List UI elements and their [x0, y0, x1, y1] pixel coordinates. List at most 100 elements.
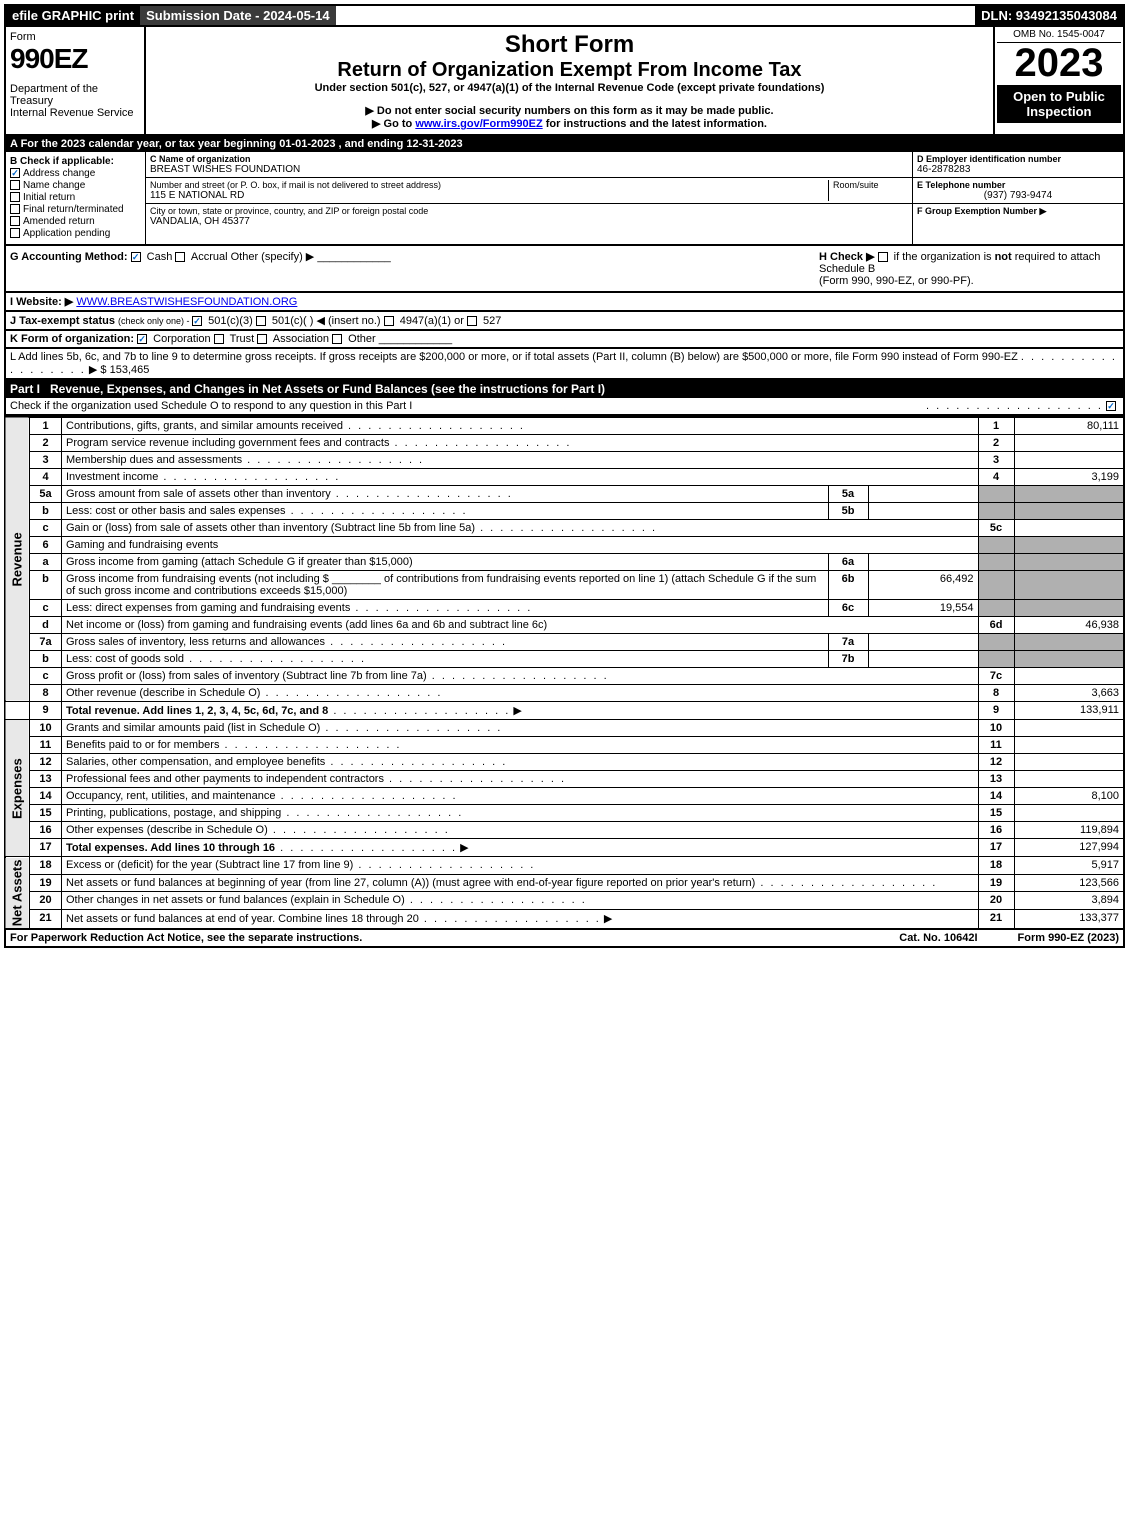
line-amount: [1014, 452, 1124, 469]
line-text: Net assets or fund balances at end of ye…: [62, 909, 979, 928]
sub-ref: 5b: [828, 503, 868, 520]
website-link[interactable]: WWW.BREASTWISHESFOUNDATION.ORG: [76, 296, 297, 308]
dots: [389, 437, 571, 449]
line-ref: 18: [978, 857, 1014, 875]
501c-checkbox[interactable]: [256, 316, 266, 326]
cash-checkbox[interactable]: [131, 252, 141, 262]
line-number: 1: [30, 417, 62, 435]
line-amount: 3,894: [1014, 892, 1124, 910]
line-number: 8: [30, 685, 62, 702]
dots: [328, 705, 510, 717]
line-number: c: [30, 668, 62, 685]
check-icon: [10, 168, 20, 178]
address-change-checkbox[interactable]: Address change: [10, 168, 141, 179]
l8-text: Other revenue (describe in Schedule O): [66, 687, 260, 699]
line-text: Less: cost or other basis and sales expe…: [62, 503, 829, 520]
name-change-checkbox[interactable]: Name change: [10, 180, 141, 191]
city-cell: City or town, state or province, country…: [146, 204, 912, 229]
column-b-checkboxes: B Check if applicable: Address change Na…: [6, 152, 146, 244]
irs-link[interactable]: www.irs.gov/Form990EZ: [415, 118, 542, 130]
line-amount: 5,917: [1014, 857, 1124, 875]
name-label: C Name of organization: [150, 154, 908, 164]
shaded-cell: [1014, 634, 1124, 651]
shaded-cell: [978, 634, 1014, 651]
dots: [331, 488, 513, 500]
527-checkbox[interactable]: [467, 316, 477, 326]
info-block: B Check if applicable: Address change Na…: [4, 152, 1125, 246]
shaded-cell: [1014, 503, 1124, 520]
shaded-cell: [1014, 537, 1124, 554]
4947-checkbox[interactable]: [384, 316, 394, 326]
line-amount: [1014, 435, 1124, 452]
line-text: Gross sales of inventory, less returns a…: [62, 634, 829, 651]
initial-return-checkbox[interactable]: Initial return: [10, 192, 141, 203]
line-text: Professional fees and other payments to …: [62, 771, 979, 788]
line-ref: 2: [978, 435, 1014, 452]
line-number: 15: [30, 805, 62, 822]
dots: [384, 773, 566, 785]
line-ref: 21: [978, 909, 1014, 928]
dots: [286, 505, 468, 517]
trust-checkbox[interactable]: [214, 334, 224, 344]
part1-check-row: Check if the organization used Schedule …: [4, 398, 1125, 416]
shaded-cell: [1014, 554, 1124, 571]
line-ref: 19: [978, 874, 1014, 892]
city-value: VANDALIA, OH 45377: [150, 216, 908, 227]
revenue-vert-label: Revenue: [5, 417, 30, 702]
line-amount: [1014, 720, 1124, 737]
l9-text: Total revenue. Add lines 1, 2, 3, 4, 5c,…: [66, 705, 328, 717]
dots: [275, 842, 457, 854]
dots: [350, 602, 532, 614]
part1-header: Part I Revenue, Expenses, and Changes in…: [4, 380, 1125, 398]
l3-text: Membership dues and assessments: [66, 454, 242, 466]
netassets-vert-label: Net Assets: [5, 857, 30, 929]
table-row: 16 Other expenses (describe in Schedule …: [5, 822, 1124, 839]
501c3-label: 501(c)(3): [208, 315, 253, 327]
assoc-checkbox[interactable]: [257, 334, 267, 344]
line-text: Benefits paid to or for members: [62, 737, 979, 754]
schedule-o-checkbox[interactable]: [1106, 401, 1116, 411]
group-exemption-cell: F Group Exemption Number ▶: [913, 204, 1123, 219]
line-ref: 15: [978, 805, 1014, 822]
corp-checkbox[interactable]: [137, 334, 147, 344]
l5c-text: Gain or (loss) from sale of assets other…: [66, 522, 475, 534]
phone-value: (937) 793-9474: [917, 190, 1119, 201]
line-number: 11: [30, 737, 62, 754]
dots: [268, 824, 450, 836]
line-number: 13: [30, 771, 62, 788]
application-pending-checkbox[interactable]: Application pending: [10, 228, 141, 239]
final-return-checkbox[interactable]: Final return/terminated: [10, 204, 141, 215]
row-k-form-org: K Form of organization: Corporation Trus…: [4, 331, 1125, 349]
column-d-ids: D Employer identification number 46-2878…: [913, 152, 1123, 244]
line-ref: 6d: [978, 617, 1014, 634]
table-row: c Less: direct expenses from gaming and …: [5, 600, 1124, 617]
room-label: Room/suite: [828, 180, 908, 201]
dots: [419, 913, 601, 925]
l12-text: Salaries, other compensation, and employ…: [66, 756, 325, 768]
line-amount: [1014, 771, 1124, 788]
amended-return-checkbox[interactable]: Amended return: [10, 216, 141, 227]
line-text: Gross income from gaming (attach Schedul…: [62, 554, 829, 571]
table-row: 9 Total revenue. Add lines 1, 2, 3, 4, 5…: [5, 702, 1124, 720]
l1-text: Contributions, gifts, grants, and simila…: [66, 420, 343, 432]
h-checkbox[interactable]: [878, 252, 888, 262]
j-label: J Tax-exempt status: [10, 315, 115, 327]
h-not: not: [995, 251, 1012, 263]
table-row: d Net income or (loss) from gaming and f…: [5, 617, 1124, 634]
line-number: 19: [30, 874, 62, 892]
l13-text: Professional fees and other payments to …: [66, 773, 384, 785]
sub-ref: 7a: [828, 634, 868, 651]
dots: [320, 722, 502, 734]
line-amount: [1014, 668, 1124, 685]
table-row: b Less: cost of goods sold 7b: [5, 651, 1124, 668]
org-name-cell: C Name of organization BREAST WISHES FOU…: [146, 152, 912, 178]
501c3-checkbox[interactable]: [192, 316, 202, 326]
table-row: 12 Salaries, other compensation, and emp…: [5, 754, 1124, 771]
line-ref: 7c: [978, 668, 1014, 685]
l19-text: Net assets or fund balances at beginning…: [66, 877, 755, 889]
shaded-cell: [978, 571, 1014, 600]
accrual-checkbox[interactable]: [175, 252, 185, 262]
line-ref: 14: [978, 788, 1014, 805]
other-org-checkbox[interactable]: [332, 334, 342, 344]
assoc-label: Association: [273, 333, 329, 345]
